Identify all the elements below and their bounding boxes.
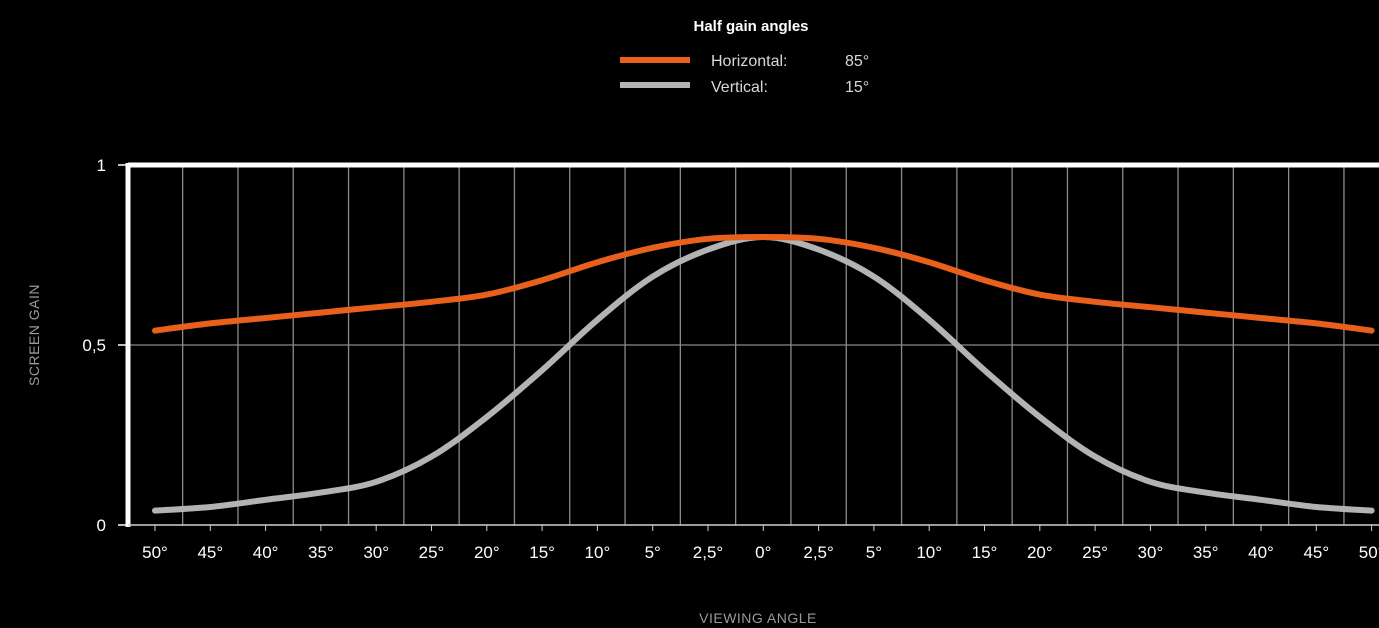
y-axis-label: SCREEN GAIN [26,284,42,386]
x-tick-label: 15° [529,543,555,562]
legend-label-horizontal: Horizontal: [711,53,787,70]
series-line-horizontal [152,234,1375,334]
axes [118,162,1379,531]
x-tick-label: 5° [866,543,882,562]
x-tick-label: 0° [755,543,771,562]
legend-title: Half gain angles [693,18,808,35]
x-tick-label: 30° [1138,543,1164,562]
x-tick-label: 20° [1027,543,1053,562]
x-tick-label: 35° [308,543,334,562]
x-tick-label: 30° [363,543,389,562]
x-tick-label: 45° [1303,543,1329,562]
series-group [152,234,1375,514]
x-tick-label: 25° [1082,543,1108,562]
y-tick-label: 1 [97,156,106,175]
legend: Half gain angles Horizontal: 85° Vertica… [620,18,869,96]
x-tick-label: 45° [197,543,223,562]
x-tick-label: 10° [585,543,611,562]
x-tick-label: 35° [1193,543,1219,562]
tick-labels: 0 0,5 1 50° 45° 40° 35° 30° 25° 20° 15° 10° 5° 2,5° 0°… [82,156,1379,562]
x-tick-label: 5° [645,543,661,562]
x-tick-label: 50° [142,543,168,562]
legend-label-vertical: Vertical: [711,79,768,96]
x-tick-label: 10° [916,543,942,562]
x-tick-label: 25° [419,543,445,562]
x-tick-label: 15° [972,543,998,562]
x-tick-label: 40° [253,543,279,562]
y-tick-label: 0,5 [82,336,106,355]
x-tick-label: 20° [474,543,500,562]
x-axis-label: VIEWING ANGLE [699,610,817,626]
x-tick-label: 2,5° [693,543,723,562]
legend-value-vertical: 15° [845,79,869,96]
legend-value-horizontal: 85° [845,53,869,70]
x-tick-label: 50° [1359,543,1379,562]
x-tick-label: 2,5° [803,543,833,562]
x-tick-label: 40° [1248,543,1274,562]
y-tick-label: 0 [97,516,106,535]
